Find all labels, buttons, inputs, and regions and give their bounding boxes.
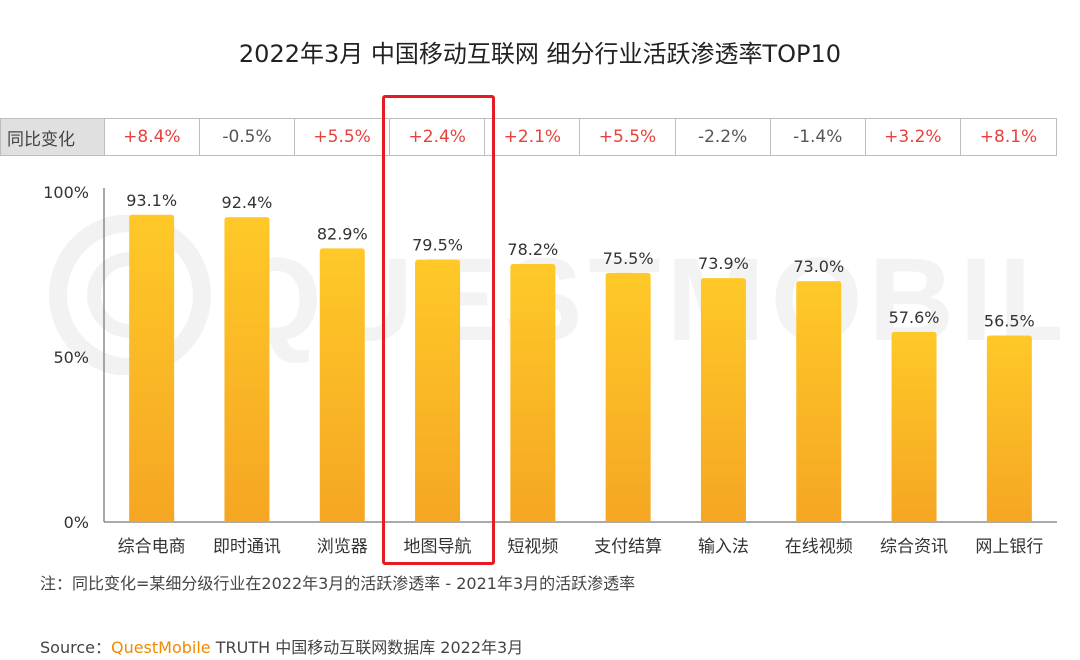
bar	[986, 335, 1032, 522]
bar	[224, 217, 270, 522]
yoy-cell: +5.5%	[580, 119, 676, 155]
highlight-box	[382, 95, 495, 565]
source-label: Source：	[40, 638, 111, 657]
y-tick-label: 0%	[64, 513, 89, 532]
source-text: TRUTH 中国移动互联网数据库 2022年3月	[210, 638, 524, 657]
yoy-cell: +8.1%	[979, 127, 1038, 147]
x-category-label: 短视频	[507, 537, 558, 557]
source-line: Source：QuestMobile TRUTH 中国移动互联网数据库 2022…	[40, 634, 523, 658]
bar-value-label: 56.5%	[984, 312, 1035, 331]
bar-value-label: 79.5%	[412, 236, 463, 255]
yoy-cell: -1.4%	[771, 119, 866, 155]
x-category-label: 网上银行	[975, 537, 1043, 557]
yoy-cell: +3.2%	[866, 119, 961, 155]
bar-value-label: 73.0%	[793, 257, 844, 276]
bar	[129, 214, 175, 522]
x-category-label: 综合电商	[118, 537, 186, 557]
bar-value-label: 82.9%	[317, 224, 368, 243]
x-category-label: 综合资讯	[880, 537, 948, 557]
y-tick-label: 100%	[43, 183, 89, 202]
x-category-label: 在线视频	[785, 537, 853, 557]
yoy-change-table: 同比变化 +8.4% -0.5% +5.5% +2.4% +2.1% +5.5% -2.2%…	[0, 118, 1057, 156]
bar-value-label: 57.6%	[889, 308, 940, 327]
x-category-label: 支付结算	[594, 537, 662, 557]
x-category-label: 输入法	[698, 537, 749, 557]
bar	[319, 248, 365, 522]
yoy-cell: -2.2%	[676, 119, 771, 155]
yoy-cell: +2.4%	[390, 119, 486, 155]
chart-title: 2022年3月 中国移动互联网 细分行业活跃渗透率TOP10	[238, 40, 842, 68]
bar	[891, 331, 937, 522]
bar	[796, 281, 842, 522]
bar-value-label: 92.4%	[222, 193, 273, 212]
bar-value-label: 73.9%	[698, 254, 749, 273]
x-category-label: 即时通讯	[213, 537, 281, 557]
bar	[700, 278, 746, 522]
yoy-cell: -0.5%	[200, 119, 296, 155]
yoy-cell: +5.5%	[295, 119, 391, 155]
x-category-label: 浏览器	[317, 537, 368, 557]
source-brand: QuestMobile	[110, 638, 211, 657]
bar	[510, 263, 556, 522]
footnote: 注：同比变化=某细分级行业在2022年3月的活跃渗透率 - 2021年3月的活跃…	[40, 574, 636, 593]
yoy-header: 同比变化	[1, 119, 105, 155]
bar-value-label: 75.5%	[603, 249, 654, 268]
x-category-label: 地图导航	[404, 537, 472, 557]
bar	[605, 272, 651, 522]
bar	[415, 259, 461, 522]
bar-value-label: 93.1%	[126, 191, 177, 210]
yoy-cell: +2.1%	[485, 119, 581, 155]
bar-value-label: 78.2%	[507, 240, 558, 259]
y-tick-label: 50%	[53, 348, 89, 367]
yoy-cell: +8.4%	[105, 119, 200, 155]
